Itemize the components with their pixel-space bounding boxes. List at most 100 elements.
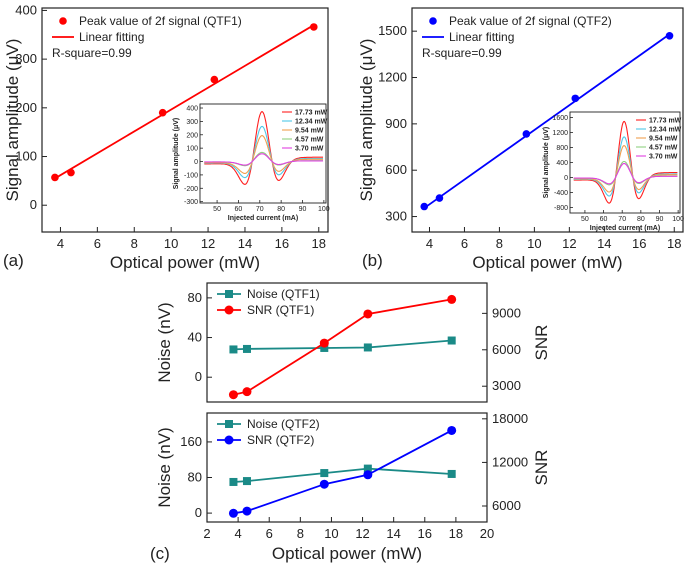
inset-y-tick-label-a: 400: [186, 106, 198, 113]
right-y-tick-label-c2: 12000: [492, 454, 528, 469]
inset-legend-label-a: 9.54 mW: [295, 128, 324, 135]
inset-x-tick-label-b: 70: [618, 216, 626, 223]
legend-label-c2: SNR (QTF2): [247, 433, 314, 447]
y-tick-label-a: 100: [15, 149, 37, 164]
y-tick-label-b: 600: [385, 162, 407, 177]
x-axis-label-c2: Optical power (mW): [272, 544, 422, 563]
y-tick-label-b: 900: [385, 116, 407, 131]
left-y-tick-label-c1: 80: [188, 290, 202, 305]
y-tick-label-a: 0: [30, 197, 37, 212]
x-tick-label-a: 4: [57, 236, 64, 251]
data-point-b: [420, 202, 429, 211]
plot-frame-b: [411, 7, 684, 233]
inset-x-tick-label-a: 60: [235, 206, 243, 213]
x-tick-label-b: 18: [667, 236, 681, 251]
x-tick-label-a: 6: [94, 236, 101, 251]
inset-curve-b: [573, 145, 678, 193]
inset-curve-b: [573, 163, 678, 185]
legend-label-c2: Noise (QTF2): [247, 417, 320, 431]
data-point-a: [51, 173, 59, 182]
inset-x-tick-label-b: 50: [581, 216, 589, 223]
x-tick-label-c2: 10: [324, 526, 338, 541]
data-point-c1: [363, 343, 372, 352]
inset-curve-a: [204, 111, 323, 185]
legend-label-points-b: Peak value of 2f signal (QTF2): [449, 14, 612, 28]
x-tick-label-c2: 18: [449, 526, 463, 541]
x-tick-label-c2: 12: [355, 526, 369, 541]
x-tick-label-a: 12: [201, 236, 215, 251]
inset-y-tick-label-b: 1600: [552, 115, 568, 122]
inset-y-tick-label-b: 0: [564, 175, 568, 182]
x-tick-label-a: 10: [164, 236, 178, 251]
x-tick-label-c2: 2: [203, 526, 210, 541]
inset-y-axis-label-b: Signal amplitude (μV): [543, 127, 550, 199]
data-point-c2: [229, 477, 238, 486]
inset-x-tick-label-a: 100: [318, 206, 330, 213]
inset-x-tick-label-b: 80: [637, 216, 645, 223]
data-point-c1: [319, 338, 329, 348]
plot-frame-a: [41, 7, 329, 233]
x-tick-label-a: 18: [312, 236, 326, 251]
inset-x-tick-label-a: 50: [213, 206, 221, 213]
data-point-a: [309, 23, 318, 31]
inset-y-tick-label-a: -300: [184, 199, 198, 206]
data-point-c1: [229, 345, 238, 354]
data-point-a: [67, 168, 75, 177]
data-point-c1: [228, 390, 238, 400]
data-point-a: [158, 108, 167, 117]
inset-legend-label-b: 4.57 mW: [649, 145, 678, 152]
fit-line-a: [54, 24, 315, 180]
inset-x-tick-label-b: 60: [600, 216, 608, 223]
y-axis-label-a: Signal amplitude (μV): [3, 39, 22, 202]
x-tick-label-b: 8: [496, 236, 503, 251]
panel-label-b: (b): [362, 251, 383, 270]
r-square-annotation-a: R-square=0.99: [52, 46, 132, 60]
data-point-c2: [320, 469, 329, 478]
inset-y-tick-label-a: 0: [194, 159, 198, 166]
inset-y-tick-label-b: -800: [554, 205, 568, 212]
data-point-c2: [447, 469, 456, 478]
right-y-axis-label-c2: SNR: [532, 450, 551, 486]
x-tick-label-b: 10: [527, 236, 541, 251]
right-y-axis-label-c1: SNR: [532, 325, 551, 361]
plot-frame-c2: [206, 412, 488, 523]
left-y-tick-label-c1: 0: [195, 369, 202, 384]
inset-legend-label-b: 17.73 mW: [649, 118, 682, 125]
data-point-c2: [363, 470, 373, 480]
legend-marker-c2: [224, 435, 234, 445]
plot-frame-c1: [206, 282, 488, 403]
x-tick-label-c2: 6: [266, 526, 273, 541]
inset-y-tick-label-a: 300: [186, 119, 198, 126]
inset-y-tick-label-a: -100: [184, 172, 198, 179]
x-tick-label-b: 14: [597, 236, 611, 251]
right-y-tick-label-c2: 6000: [492, 498, 521, 513]
inset-legend-label-b: 12.34 mW: [649, 127, 682, 134]
x-tick-label-c2: 4: [234, 526, 241, 541]
x-tick-label-c2: 8: [297, 526, 304, 541]
y-axis-label-b: Signal amplitude (μV): [357, 39, 376, 202]
inset-y-axis-label-a: Signal amplitude (μV): [173, 118, 180, 190]
legend-marker-points-b: [429, 17, 437, 25]
inset-x-tick-label-a: 90: [299, 206, 307, 213]
inset-x-axis-label-b: Injected current (mA): [590, 225, 660, 232]
x-tick-label-c2: 16: [418, 526, 432, 541]
series-line-c1: [233, 339, 452, 351]
data-point-c1: [242, 387, 252, 397]
right-y-tick-label-c1: 3000: [492, 378, 521, 393]
inset-x-tick-label-a: 80: [277, 206, 285, 213]
y-tick-label-a: 200: [15, 100, 37, 115]
data-point-b: [435, 194, 444, 202]
inset-y-tick-label-b: 800: [556, 145, 568, 152]
legend-label-fit-a: Linear fitting: [79, 30, 144, 44]
y-tick-label-a: 400: [15, 2, 37, 17]
legend-label-points-a: Peak value of 2f signal (QTF1): [79, 14, 242, 28]
legend-label-c1: Noise (QTF1): [247, 287, 320, 301]
inset-curve-a: [204, 135, 323, 174]
data-point-c1: [242, 344, 251, 353]
data-point-c1: [363, 309, 373, 319]
data-point-b: [665, 32, 674, 40]
inset-curve-a: [204, 153, 324, 166]
inset-legend-label-a: 3.70 mW: [295, 146, 324, 153]
data-point-c2: [447, 425, 457, 435]
